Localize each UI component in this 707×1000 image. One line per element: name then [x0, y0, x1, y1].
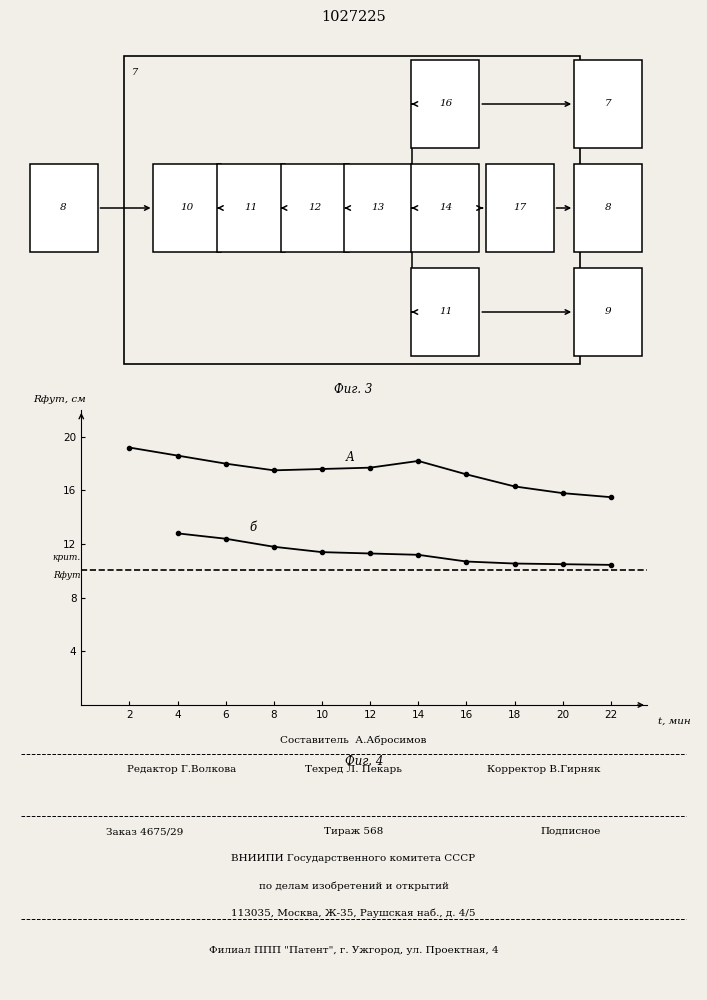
- Text: 11: 11: [245, 204, 257, 213]
- Text: б: б: [250, 521, 257, 534]
- Text: 16: 16: [439, 100, 452, 108]
- Text: 7: 7: [604, 100, 612, 108]
- Text: 11: 11: [439, 308, 452, 316]
- Bar: [30, 164, 98, 252]
- Text: А: А: [346, 451, 355, 464]
- Text: 10: 10: [181, 204, 194, 213]
- Text: Подписное: Подписное: [541, 827, 601, 836]
- Text: ВНИИПИ Государственного комитета СССР: ВНИИПИ Государственного комитета СССР: [231, 854, 476, 863]
- Bar: [574, 268, 642, 356]
- Text: Филиал ППП "Патент", г. Ужгород, ул. Проектная, 4: Филиал ППП "Патент", г. Ужгород, ул. Про…: [209, 946, 498, 955]
- Text: Корректор В.Гирняк: Корректор В.Гирняк: [487, 765, 601, 774]
- Text: Редактор Г.Волкова: Редактор Г.Волкова: [127, 765, 237, 774]
- Bar: [411, 268, 479, 356]
- Text: 9: 9: [604, 308, 612, 316]
- Text: 13: 13: [372, 204, 385, 213]
- Text: 14: 14: [439, 204, 452, 213]
- Text: 17: 17: [513, 204, 526, 213]
- Text: Rфут: Rфут: [54, 571, 81, 580]
- Bar: [574, 164, 642, 252]
- Bar: [411, 164, 479, 252]
- Bar: [153, 164, 221, 252]
- Text: по делам изобретений и открытий: по делам изобретений и открытий: [259, 881, 448, 891]
- Bar: [344, 164, 412, 252]
- Bar: [574, 60, 642, 148]
- Text: 1027225: 1027225: [321, 10, 386, 24]
- Bar: [281, 164, 349, 252]
- Text: Заказ 4675/29: Заказ 4675/29: [106, 827, 183, 836]
- Text: 12: 12: [308, 204, 321, 213]
- Text: крит.: крит.: [53, 553, 81, 562]
- Text: Техред Л. Пекарь: Техред Л. Пекарь: [305, 765, 402, 774]
- Text: 8: 8: [60, 204, 67, 213]
- Text: Rфут, см: Rфут, см: [33, 395, 86, 404]
- Text: 8: 8: [604, 204, 612, 213]
- Bar: [124, 56, 580, 364]
- Bar: [217, 164, 285, 252]
- Text: 113035, Москва, Ж-35, Раушская наб., д. 4/5: 113035, Москва, Ж-35, Раушская наб., д. …: [231, 908, 476, 918]
- Text: 7: 7: [132, 68, 139, 77]
- Bar: [411, 60, 479, 148]
- Text: Фиг. 3: Фиг. 3: [334, 383, 373, 396]
- Text: Фиг. 4: Фиг. 4: [345, 755, 383, 768]
- Text: t, мин: t, мин: [658, 717, 691, 726]
- Bar: [486, 164, 554, 252]
- Text: Составитель  А.Абросимов: Составитель А.Абросимов: [280, 735, 427, 745]
- Text: Тираж 568: Тираж 568: [324, 827, 383, 836]
